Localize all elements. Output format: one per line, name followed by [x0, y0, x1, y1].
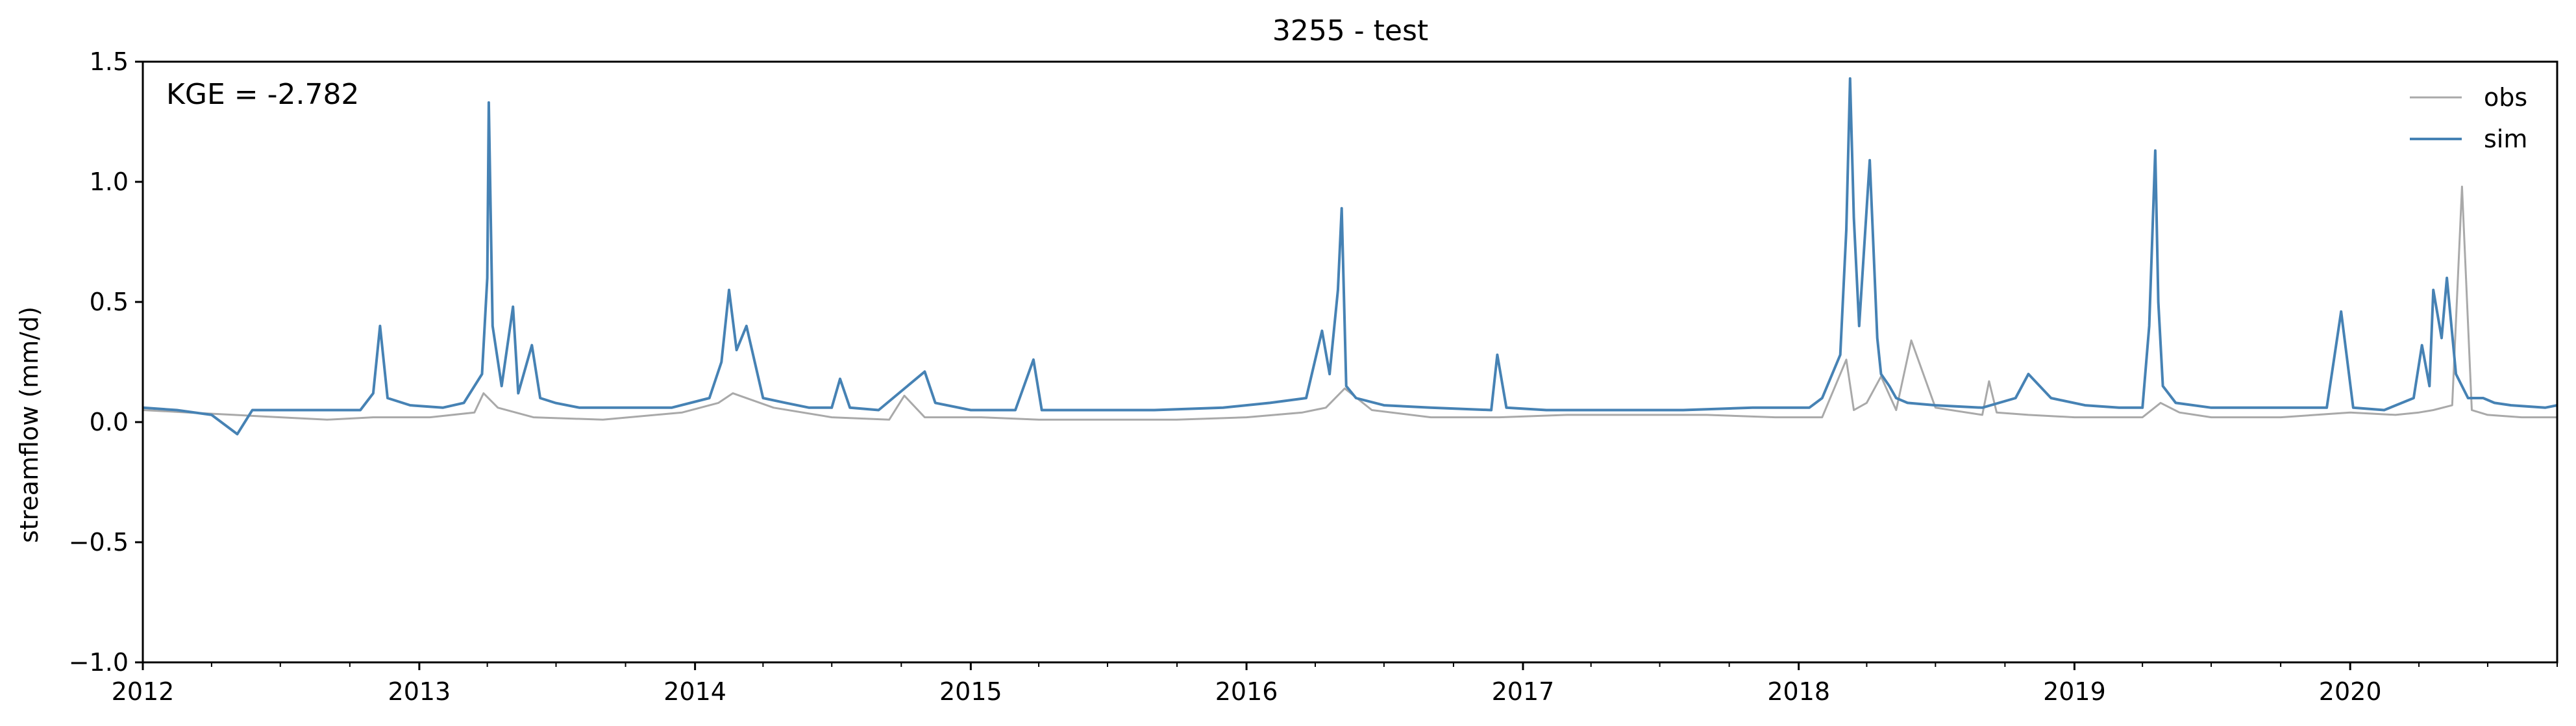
y-tick-label: 0.0	[90, 408, 129, 436]
kge-annotation: KGE = -2.782	[166, 78, 359, 111]
legend: obs sim	[2410, 83, 2527, 153]
x-axis: 2012 2013 2014 2015 2016 2017 2018 2019 2020	[112, 662, 2558, 706]
x-tick-label: 2019	[2043, 677, 2106, 706]
y-tick-label: −1.0	[69, 648, 129, 677]
x-tick-label: 2016	[1215, 677, 1278, 706]
legend-label-obs: obs	[2484, 83, 2527, 112]
plot-area: 2012 2013 2014 2015 2016 2017 2018 2019 2020 −1.…	[69, 47, 2558, 706]
series-layer	[142, 77, 2558, 436]
y-tick-label: 0.5	[90, 288, 129, 316]
y-axis-label: streamflow (mm/d)	[15, 307, 43, 543]
x-tick-label: 2012	[112, 677, 175, 706]
x-tick-label: 2018	[1767, 677, 1830, 706]
x-tick-label: 2020	[2319, 677, 2382, 706]
x-tick-label: 2017	[1492, 677, 1555, 706]
legend-label-sim: sim	[2484, 125, 2527, 153]
y-tick-label: −0.5	[69, 528, 129, 557]
x-tick-label: 2015	[939, 677, 1002, 706]
plot-frame	[142, 60, 2558, 664]
chart-title: 3255 - test	[1272, 14, 1428, 47]
x-tick-label: 2014	[663, 677, 726, 706]
series-line-sim	[142, 77, 2558, 436]
y-axis: −1.0 −0.5 0.0 0.5 1.0 1.5	[69, 47, 143, 677]
x-tick-label: 2013	[388, 677, 451, 706]
y-tick-label: 1.5	[90, 47, 129, 76]
y-tick-label: 1.0	[90, 168, 129, 196]
series-line-obs	[142, 185, 2557, 421]
